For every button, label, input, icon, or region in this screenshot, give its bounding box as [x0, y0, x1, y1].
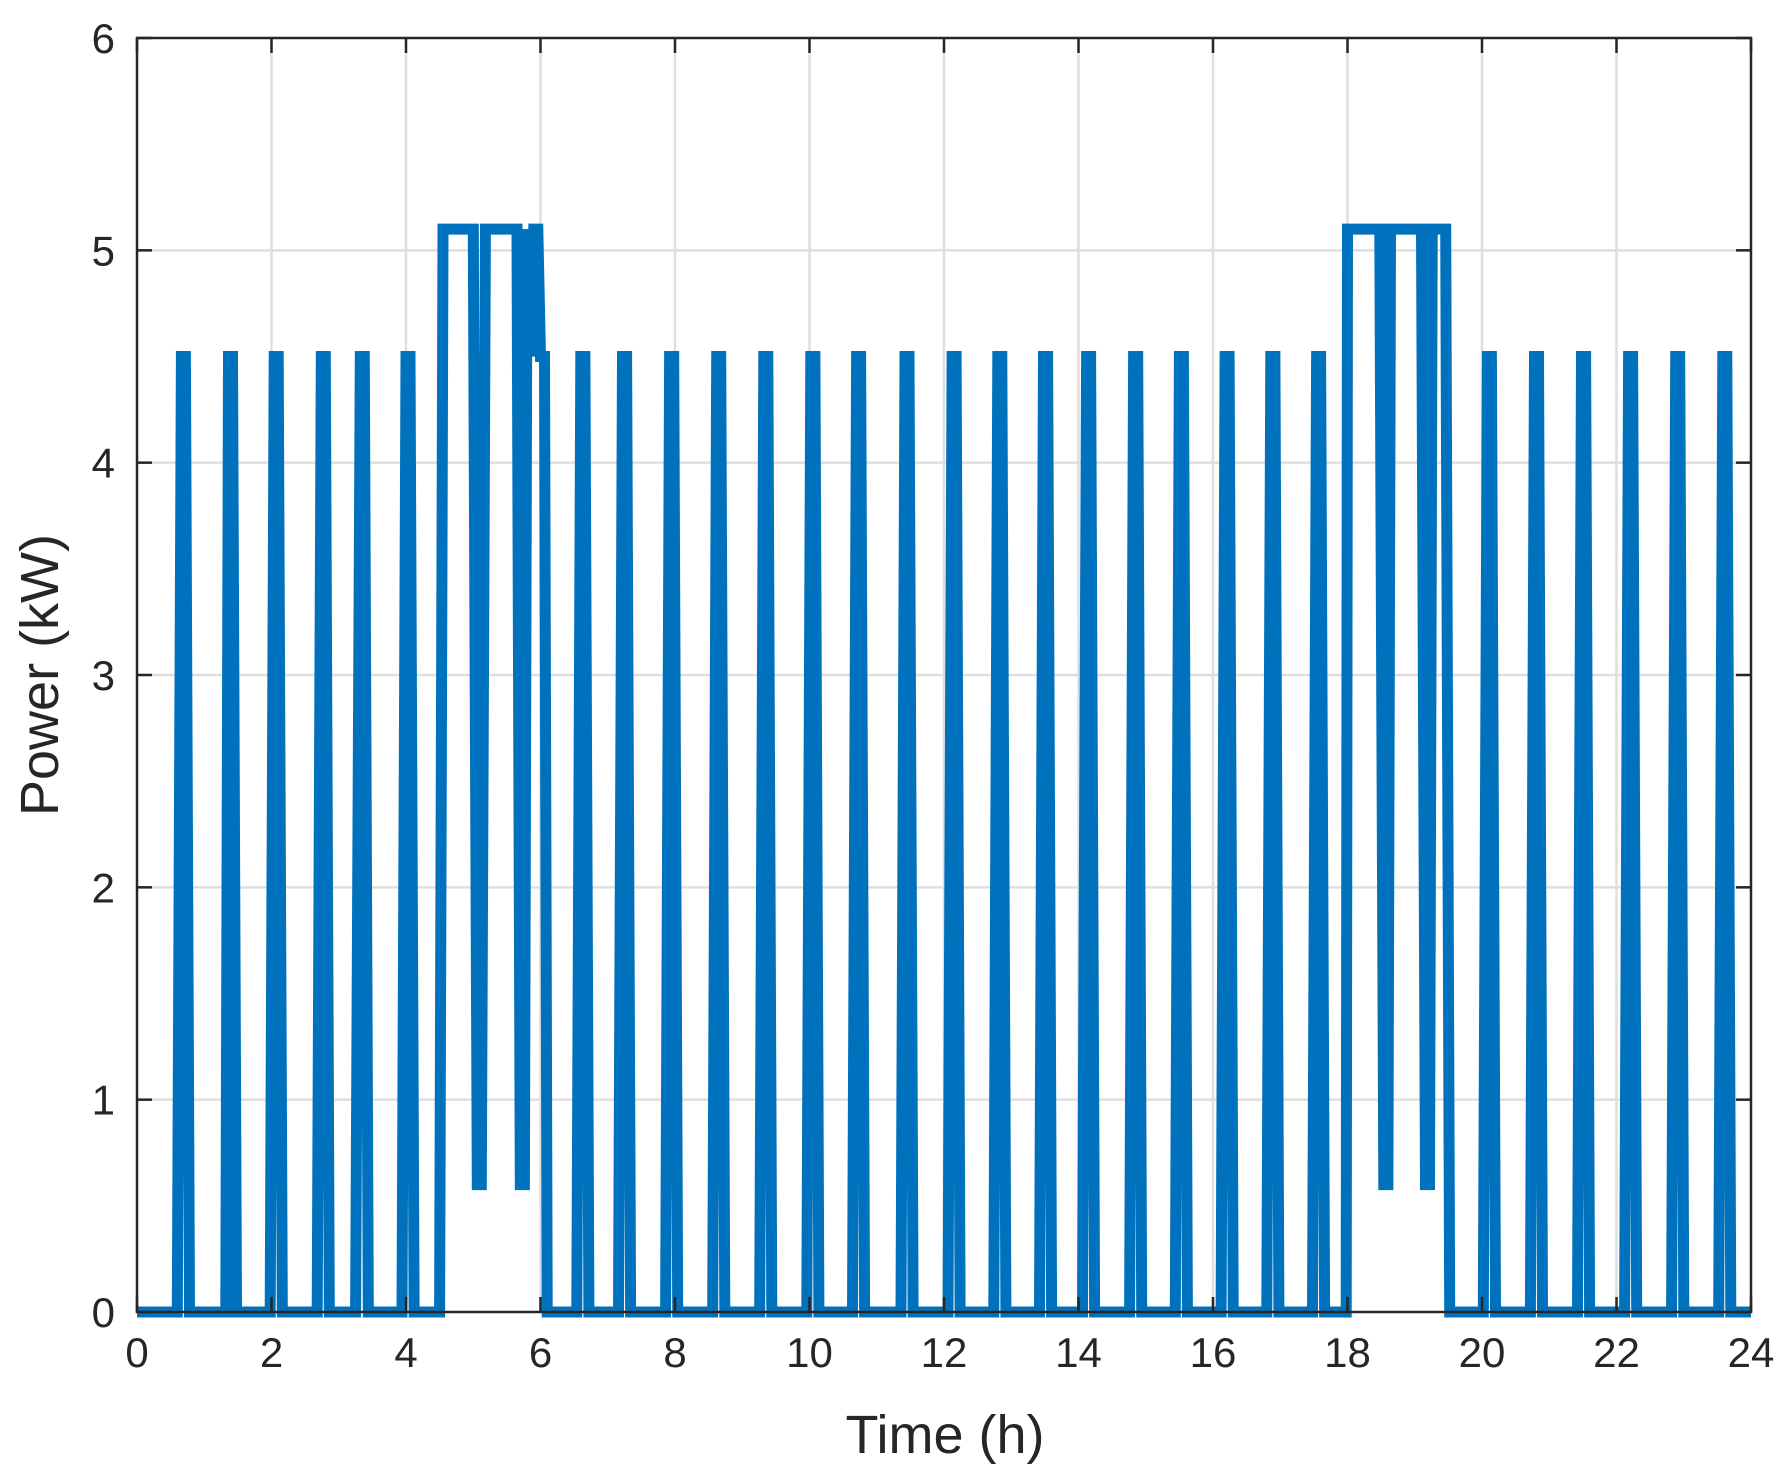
y-tick-label: 4 — [92, 440, 115, 487]
y-tick-label: 2 — [92, 864, 115, 911]
x-tick-label: 24 — [1728, 1329, 1775, 1376]
x-tick-label: 10 — [786, 1329, 833, 1376]
y-tick-label: 0 — [92, 1289, 115, 1336]
y-tick-label: 3 — [92, 652, 115, 699]
x-tick-label: 18 — [1324, 1329, 1371, 1376]
y-tick-label: 5 — [92, 227, 115, 274]
x-tick-label: 22 — [1593, 1329, 1640, 1376]
x-tick-label: 14 — [1055, 1329, 1102, 1376]
x-tick-label: 0 — [125, 1329, 148, 1376]
axes — [135, 36, 1753, 1314]
x-tick-label: 12 — [921, 1329, 968, 1376]
y-tick-label: 6 — [92, 15, 115, 62]
x-tick-label: 6 — [529, 1329, 552, 1376]
x-tick-label: 20 — [1459, 1329, 1506, 1376]
x-axis-label: Time (h) — [846, 1405, 1045, 1465]
x-tick-label: 2 — [260, 1329, 283, 1376]
y-tick-label: 1 — [92, 1077, 115, 1124]
x-tick-label: 4 — [394, 1329, 417, 1376]
y-axis-label: Power (kW) — [10, 534, 70, 816]
x-tick-label: 8 — [663, 1329, 686, 1376]
x-tick-label: 16 — [1190, 1329, 1237, 1376]
